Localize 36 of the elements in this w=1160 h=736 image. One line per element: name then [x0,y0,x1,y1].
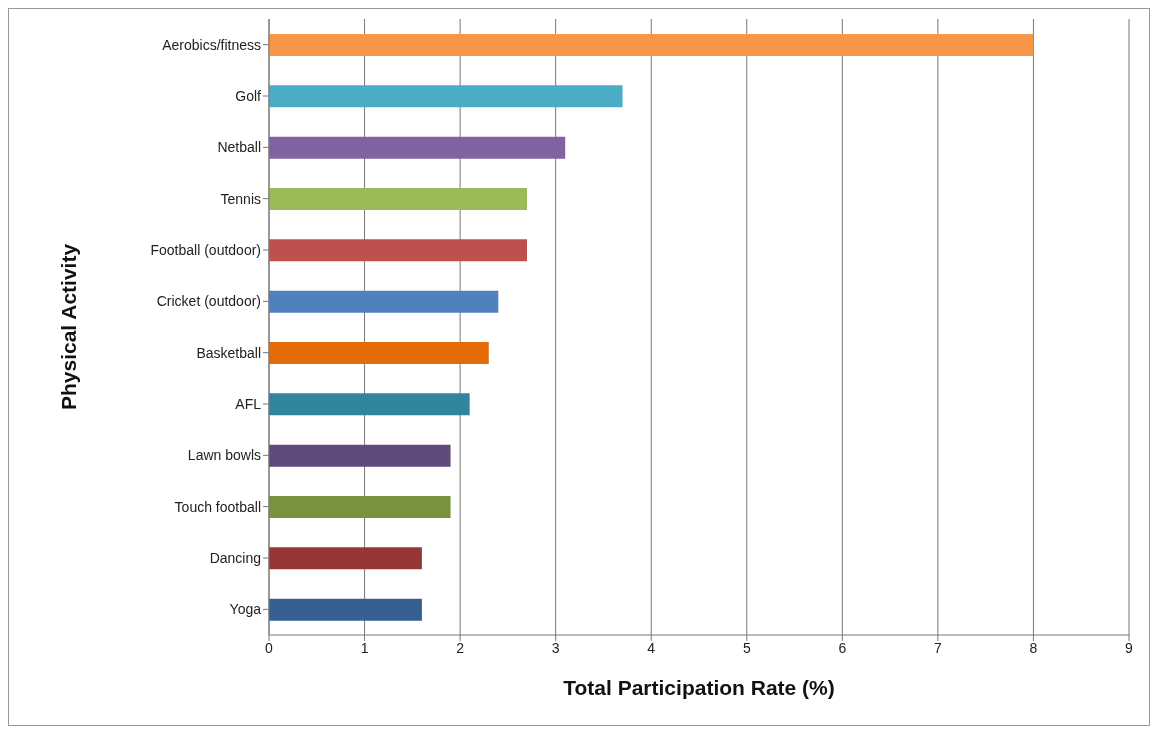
x-axis-title: Total Participation Rate (%) [563,676,835,699]
bar [269,188,527,210]
bar [269,496,451,518]
x-tick-label: 5 [742,639,751,656]
y-tick-label: Aerobics/fitness [162,36,261,53]
bar [269,393,470,416]
y-tick-label: Lawn bowls [187,447,261,464]
y-tick-label: Football (outdoor) [150,241,261,258]
bar [269,598,422,621]
x-tick-label: 4 [647,639,656,656]
y-tick-label: Cricket (outdoor) [156,293,261,310]
x-tick-label: 0 [265,639,274,656]
bar [269,342,489,364]
y-tick-label: Touch football [174,498,261,515]
bar [269,34,1034,56]
x-tick-label: 3 [551,639,560,656]
y-tick-label: Golf [235,87,262,104]
x-tick-label: 6 [838,639,847,656]
y-tick-label: Yoga [229,601,262,618]
bar [269,547,422,570]
y-tick-label: Netball [217,139,261,156]
bar [269,136,566,159]
x-tick-label: 9 [1125,639,1134,656]
bar [269,290,499,313]
bar [269,239,527,262]
bar [269,444,451,467]
y-tick-label: Basketball [196,344,261,361]
y-tick-label: Dancing [209,549,261,566]
x-tick-label: 2 [456,639,465,656]
y-tick-label: AFL [235,395,262,412]
x-tick-label: 8 [1029,639,1038,656]
y-axis-title: Physical Activity [57,243,81,411]
y-tick-label: Tennis [220,190,261,207]
x-tick-label: 1 [360,639,369,656]
bar [269,85,623,108]
x-tick-label: 7 [933,639,942,656]
